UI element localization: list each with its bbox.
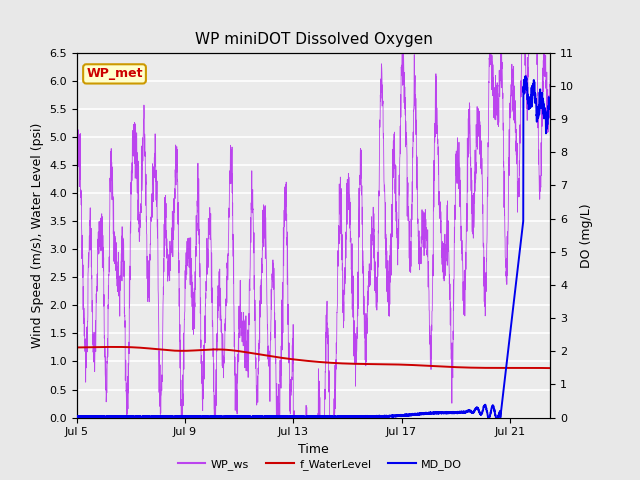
Y-axis label: DO (mg/L): DO (mg/L)	[580, 203, 593, 267]
Y-axis label: Wind Speed (m/s), Water Level (psi): Wind Speed (m/s), Water Level (psi)	[31, 122, 44, 348]
Legend: WP_ws, f_WaterLevel, MD_DO: WP_ws, f_WaterLevel, MD_DO	[173, 455, 467, 474]
X-axis label: Time: Time	[298, 443, 329, 456]
Title: WP miniDOT Dissolved Oxygen: WP miniDOT Dissolved Oxygen	[195, 33, 433, 48]
Text: WP_met: WP_met	[86, 67, 143, 80]
